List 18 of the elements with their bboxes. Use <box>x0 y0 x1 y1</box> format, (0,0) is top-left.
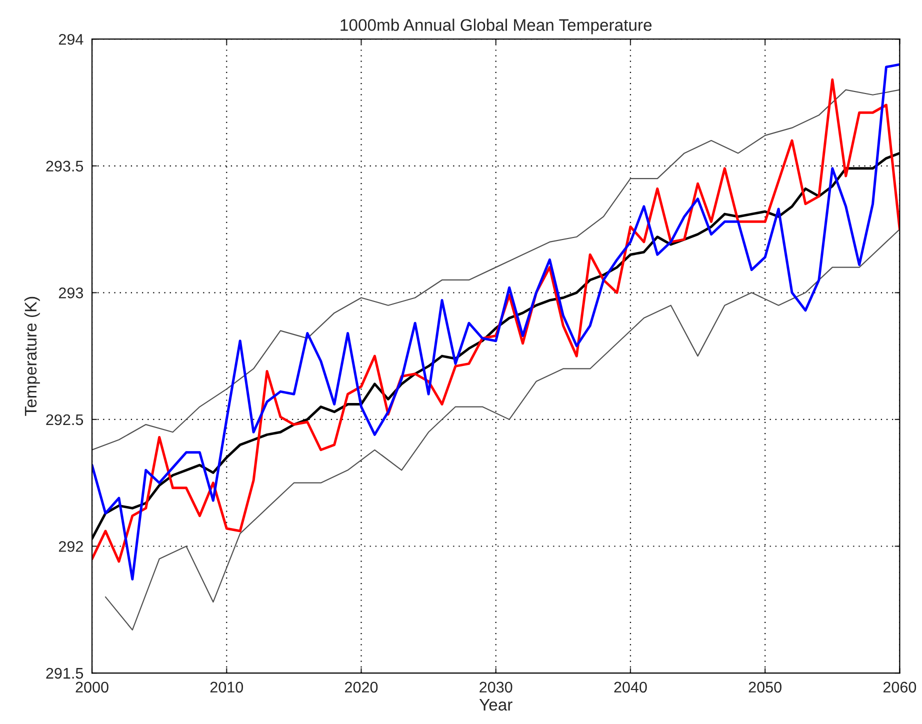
y-axis-title: Temperature (K) <box>24 296 40 416</box>
y-tick-label: 294 <box>58 34 84 45</box>
line-series <box>104 228 900 630</box>
x-tick-label: 2000 <box>76 682 108 693</box>
x-tick-label: 2040 <box>614 682 647 693</box>
y-tick-label: 291.5 <box>46 668 84 679</box>
y-tick-label: 293.5 <box>46 160 84 172</box>
x-tick-label: 2060 <box>883 682 916 693</box>
line-series <box>92 89 900 450</box>
y-tick-label: 292 <box>58 541 83 552</box>
x-tick-label: 2020 <box>345 682 378 693</box>
y-tick-label: 293 <box>58 288 84 298</box>
x-tick-label: 2030 <box>480 682 512 693</box>
y-tick-label: 292.5 <box>46 414 84 426</box>
x-axis-title: Year <box>479 698 512 711</box>
x-tick-label: 2010 <box>210 682 244 693</box>
chart-title: 1000mb Annual Global Mean Temperature <box>340 18 652 34</box>
x-tick-label: 2050 <box>748 682 782 693</box>
